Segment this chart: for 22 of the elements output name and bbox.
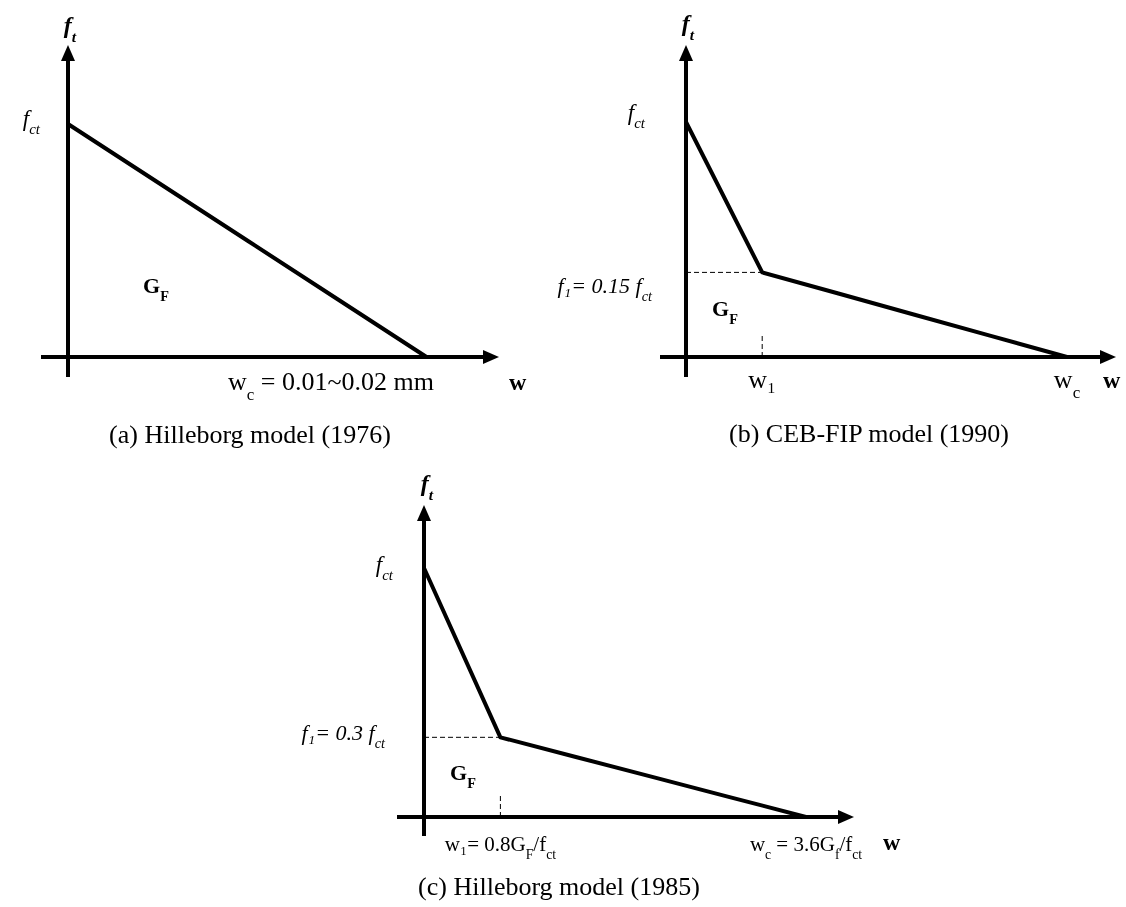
text: (c) Hilleborg model (1985) — [418, 872, 700, 901]
x-tick-label: w$_{c}$ — [1053, 365, 1081, 402]
text: w$_{c}$ = 0.01~0.02 mm — [228, 367, 434, 404]
x-axis-title: w — [883, 829, 901, 855]
x-tick-label: w₁= 0.8G$_{F}$/f$_{ct}$ — [444, 832, 557, 862]
x-tick-label: w₁ — [748, 365, 777, 394]
x-tick-label: w$_{c}$ = 3.6G$_{f}$/f$_{ct}$ — [749, 832, 863, 862]
y-axis-title: f$_{t}$ — [63, 12, 77, 45]
text: f₁= 0.3 f$_{ct}$ — [301, 720, 387, 751]
text: f$_{ct}$ — [627, 100, 646, 131]
annotation: G$_{F}$ — [450, 760, 477, 791]
text: f$_{ct}$ — [375, 552, 394, 583]
text: (b) CEB-FIP model (1990) — [729, 419, 1009, 448]
x-axis-title: w — [509, 369, 527, 395]
annotation: G$_{F}$ — [143, 273, 170, 304]
x-axis-title: w — [1103, 367, 1121, 393]
text: (a) Hilleborg model (1976) — [109, 420, 391, 449]
annotation: G$_{F}$ — [712, 296, 739, 327]
text: f₁= 0.15 f$_{ct}$ — [557, 273, 654, 304]
y-axis-title: f$_{t}$ — [681, 10, 695, 43]
y-axis-title: f$_{t}$ — [420, 470, 434, 503]
text: f$_{ct}$ — [22, 106, 41, 137]
